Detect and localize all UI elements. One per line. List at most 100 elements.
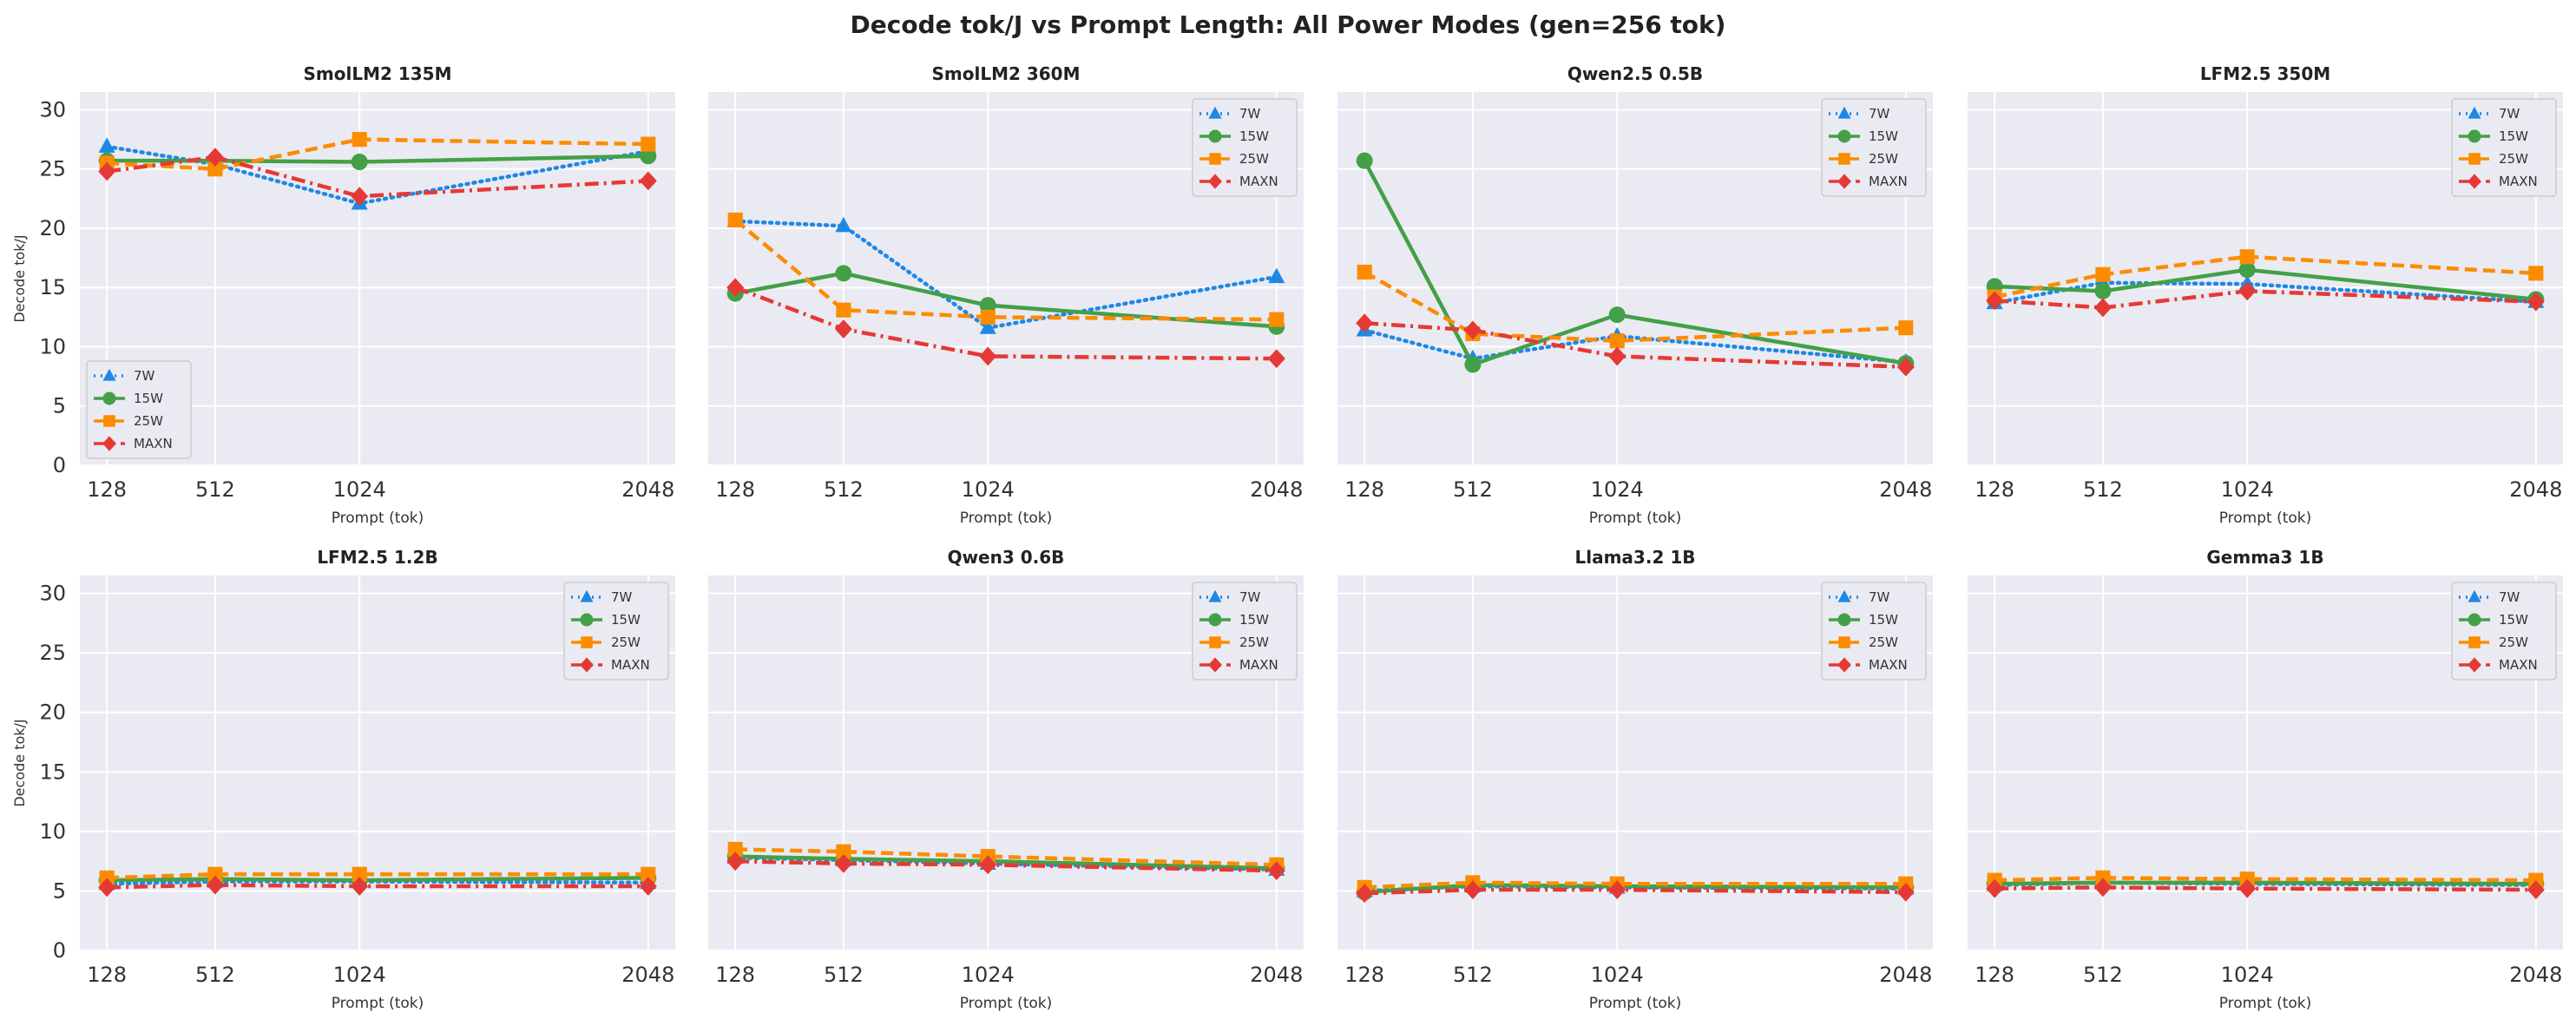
legend-label-25w: 25W	[1869, 635, 1898, 650]
data-point-maxn	[1267, 349, 1285, 369]
data-point-25w	[2239, 249, 2255, 265]
legend-marker-maxn	[1837, 657, 1851, 673]
data-point-maxn	[1986, 878, 2004, 898]
x-tick-label: 128	[1975, 963, 2014, 987]
series-line-15w	[1994, 880, 2536, 886]
chart-panel-8: Gemma3 1B 128 512 1024 2048 Prompt (tok) 7W 15W…	[1968, 547, 2563, 1012]
data-point-25w	[727, 212, 743, 227]
data-point-25w	[99, 870, 115, 885]
data-point-maxn	[2093, 878, 2112, 898]
legend: 7W 15W 25W MAXN	[2451, 98, 2557, 197]
series-line-7w	[1362, 328, 1909, 365]
x-axis-label: Prompt (tok)	[2219, 510, 2312, 527]
data-point-25w	[352, 866, 367, 882]
data-point-maxn	[98, 878, 116, 898]
series-line-15w	[735, 854, 1277, 871]
data-point-15w	[1464, 356, 1482, 373]
x-tick-label: 2048	[621, 963, 674, 987]
series-line-15w	[1363, 160, 1907, 367]
x-tick-label: 512	[195, 963, 235, 987]
legend-label-25w: 25W	[1239, 151, 1269, 167]
legend-label-7w: 7W	[1869, 589, 1890, 605]
legend-frame	[1192, 98, 1298, 197]
legend: 7W 15W 25W MAXN	[1192, 98, 1298, 197]
data-point-maxn	[1463, 880, 1482, 899]
data-point-maxn	[1267, 861, 1285, 881]
legend-label-7w: 7W	[1239, 106, 1261, 122]
legend-marker-maxn	[1837, 174, 1851, 189]
legend-label-25w: 25W	[1239, 635, 1269, 650]
chart-panel-2: SmolLM2 360M 128 512 1024 2048 Prompt (tok) 7W…	[708, 63, 1304, 527]
x-axis-label: Prompt (tok)	[960, 510, 1053, 527]
legend-label-maxn: MAXN	[1869, 174, 1908, 189]
data-point-maxn	[2093, 298, 2112, 318]
legend: 7W 15W 25W MAXN	[1192, 582, 1298, 681]
subplot-title: Llama3.2 1B	[1575, 547, 1696, 568]
series-line-15w	[1364, 883, 1906, 895]
data-point-25w	[980, 309, 996, 325]
data-point-25w	[2528, 266, 2544, 281]
legend-marker-7w	[2468, 106, 2481, 119]
y-axis-label: Decode tok/J	[11, 234, 28, 322]
x-tick-label: 2048	[2509, 963, 2562, 987]
y-tick-label: 0	[53, 453, 66, 477]
x-tick-label: 2048	[621, 477, 674, 502]
y-tick-label: 15	[39, 275, 66, 299]
x-tick-label: 512	[824, 963, 864, 987]
data-point-maxn	[726, 852, 745, 871]
x-tick-label: 128	[87, 477, 127, 502]
data-point-25w	[836, 844, 851, 859]
data-point-25w	[1357, 264, 1372, 280]
legend-marker-maxn	[580, 657, 594, 673]
series-line-15w	[107, 154, 648, 164]
data-point-25w	[2095, 870, 2111, 885]
x-tick-label: 512	[195, 477, 235, 502]
legend: 7W 15W 25W MAXN	[563, 582, 669, 681]
x-axis-label: Prompt (tok)	[2219, 995, 2312, 1012]
legend-marker-25w	[1838, 636, 1850, 648]
data-point-maxn	[726, 278, 745, 298]
x-tick-label: 1024	[1591, 963, 1644, 987]
x-axis-label: Prompt (tok)	[332, 510, 424, 527]
legend-marker-maxn	[1208, 174, 1222, 189]
series-line-25w	[733, 218, 1277, 322]
x-tick-label: 128	[715, 477, 755, 502]
chart-panel-4: LFM2.5 350M 128 512 1024 2048 Prompt (tok) 7W 1…	[1968, 63, 2563, 527]
legend-marker-15w	[102, 391, 116, 405]
legend-marker-15w	[1837, 613, 1851, 627]
data-point-maxn	[1896, 882, 1915, 902]
x-tick-label: 512	[2083, 963, 2123, 987]
data-point-maxn	[639, 171, 657, 191]
legend-marker-25w	[1209, 636, 1221, 648]
y-tick-label: 5	[53, 878, 66, 903]
y-tick-label: 30	[39, 97, 66, 122]
series-line-15w	[1994, 267, 2537, 302]
data-point-25w	[207, 866, 223, 882]
series-line-15w	[107, 876, 648, 883]
y-tick-label: 0	[53, 938, 66, 963]
chart-panel-6: Qwen3 0.6B 128 512 1024 2048 Prompt (tok) 7W 15…	[708, 547, 1304, 1012]
subplot-title: SmolLM2 135M	[303, 63, 451, 84]
legend-frame	[1821, 98, 1927, 197]
legend-marker-15w	[1208, 129, 1222, 143]
series-line-7w	[1992, 280, 2539, 306]
legend-marker-25w	[1838, 153, 1850, 165]
data-point-maxn	[1356, 313, 1374, 333]
series-line-maxn	[1364, 887, 1906, 896]
series-line-15w	[734, 271, 1277, 329]
y-tick-label: 10	[39, 334, 66, 358]
data-point-maxn	[351, 187, 369, 207]
legend-marker-15w	[2468, 613, 2481, 627]
data-point-25w	[2239, 871, 2255, 887]
legend-marker-maxn	[2468, 174, 2481, 189]
x-tick-label: 128	[1975, 477, 2014, 502]
data-point-25w	[2095, 266, 2111, 282]
data-point-maxn	[1463, 320, 1482, 340]
x-tick-label: 1024	[333, 963, 386, 987]
data-point-7w	[835, 216, 852, 233]
data-point-maxn	[1608, 346, 1626, 366]
x-tick-label: 512	[2083, 477, 2123, 502]
data-point-15w	[351, 154, 368, 171]
x-tick-label: 2048	[1250, 963, 1303, 987]
data-point-15w	[1356, 152, 1373, 169]
